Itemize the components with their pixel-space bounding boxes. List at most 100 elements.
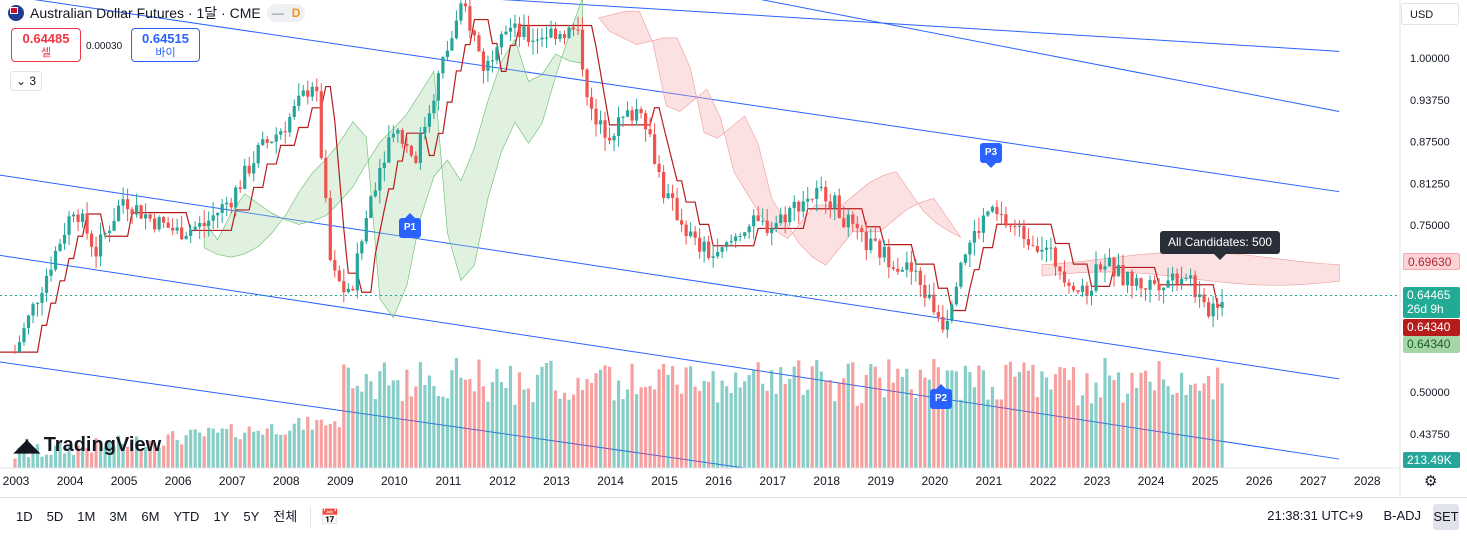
- candle-body: [855, 223, 859, 229]
- volume-bar: [67, 446, 71, 468]
- candle-body: [1220, 302, 1224, 308]
- x-tick-label: 2023: [1084, 474, 1111, 488]
- candle-body: [725, 242, 729, 248]
- pivot-p1-label[interactable]: P1: [399, 213, 421, 238]
- candle-body: [283, 131, 287, 133]
- volume-bar: [851, 362, 855, 468]
- indicators-toggle[interactable]: ⌄ 3: [10, 71, 42, 91]
- delayed-badge: D: [291, 6, 301, 20]
- candle-body: [58, 243, 62, 251]
- volume-bar: [963, 365, 967, 468]
- volume-bar: [797, 360, 801, 468]
- candle-body: [801, 201, 805, 212]
- candle-body: [734, 236, 738, 241]
- volume-bar: [450, 370, 454, 468]
- candle-body: [274, 134, 278, 142]
- volume-bar: [698, 390, 702, 468]
- candle-body: [810, 198, 814, 200]
- calendar-goto-icon[interactable]: 📅: [320, 509, 340, 526]
- currency-label: USD: [1410, 9, 1434, 21]
- volume-bar: [589, 382, 594, 468]
- volume-bar: [107, 440, 112, 468]
- candle-body: [553, 28, 558, 39]
- candle-body: [1017, 225, 1022, 227]
- candle-body: [842, 218, 846, 228]
- candle-body: [130, 209, 134, 215]
- volume-bar: [936, 367, 940, 468]
- volume-bar: [648, 385, 652, 468]
- range-1m[interactable]: 1M: [77, 509, 96, 524]
- volume-bar: [526, 388, 531, 468]
- range-3m[interactable]: 3M: [109, 509, 128, 524]
- volume-bar: [292, 423, 296, 468]
- volume-bar: [436, 396, 440, 468]
- volume-bar: [864, 374, 868, 468]
- candle-body: [648, 129, 652, 135]
- b-adj-toggle[interactable]: B-ADJ: [1383, 508, 1421, 523]
- candle-body: [189, 229, 193, 236]
- volume-bar: [819, 371, 823, 468]
- volume-bar: [121, 443, 125, 468]
- pivot-p3-label[interactable]: P3: [980, 143, 1002, 168]
- volume-bar: [477, 359, 481, 468]
- volume-bar: [58, 442, 62, 468]
- buy-button[interactable]: 0.64515 바이: [131, 28, 200, 62]
- pivot-p2-label[interactable]: P2: [930, 384, 952, 409]
- candle-body: [671, 193, 675, 198]
- candle-body: [567, 27, 571, 38]
- volume-bar: [801, 394, 805, 468]
- tradingview-logo[interactable]: ◢◣ TradingView: [14, 434, 161, 457]
- volume-bar: [1143, 370, 1148, 468]
- candle-body: [35, 302, 40, 305]
- range-5d[interactable]: 5D: [46, 509, 64, 524]
- volume-bar: [351, 388, 355, 468]
- volume-bar: [225, 429, 229, 468]
- candle-body: [909, 262, 913, 272]
- range-1y[interactable]: 1Y: [213, 509, 230, 524]
- volume-bar: [166, 434, 170, 468]
- volume-bar: [571, 394, 576, 468]
- candle-body: [1067, 282, 1071, 286]
- volume-bar: [1188, 384, 1193, 468]
- set-toggle[interactable]: SET: [1433, 504, 1459, 530]
- volume-bar: [1004, 364, 1008, 468]
- kumo-price-badge: 0.69630: [1403, 253, 1460, 270]
- volume-bar: [139, 449, 143, 468]
- data-status-pill[interactable]: — D: [266, 4, 306, 22]
- candle-body: [603, 120, 607, 138]
- volume-bar: [788, 378, 792, 468]
- volume-bar: [945, 370, 949, 468]
- range-all[interactable]: 전체: [273, 509, 298, 524]
- range-6m[interactable]: 6M: [141, 509, 160, 524]
- volume-bar: [499, 382, 504, 468]
- volume-bar: [112, 446, 116, 468]
- sell-button[interactable]: 0.64485 셀: [11, 28, 81, 62]
- utc-clock[interactable]: 21:38:31 UTC+9: [1267, 508, 1363, 523]
- candle-body: [571, 27, 576, 30]
- volume-bar: [369, 381, 373, 468]
- range-5y[interactable]: 5Y: [243, 509, 260, 524]
- candle-body: [373, 190, 377, 197]
- volume-bar: [1017, 371, 1022, 468]
- symbol-title[interactable]: Australian Dollar Futures · 1달 · CME: [30, 5, 261, 21]
- volume-bar: [522, 389, 526, 468]
- volume-bar: [702, 380, 706, 468]
- candle-body: [797, 201, 801, 212]
- candle-body: [680, 220, 684, 225]
- volume-bar: [950, 370, 954, 468]
- range-1d[interactable]: 1D: [16, 509, 33, 524]
- currency-select[interactable]: USD: [1401, 3, 1459, 25]
- candle-body: [549, 28, 553, 38]
- candle-body: [463, 3, 468, 7]
- candle-body: [1143, 288, 1148, 290]
- settings-gear-icon[interactable]: ⚙: [1424, 473, 1438, 490]
- volume-bar: [1013, 376, 1017, 468]
- range-ytd[interactable]: YTD: [173, 509, 200, 524]
- y-tick-label: 1.00000: [1410, 53, 1450, 65]
- candle-body: [459, 3, 463, 21]
- candle-body: [355, 253, 359, 291]
- candle-body: [531, 40, 535, 43]
- candle-body: [184, 235, 188, 240]
- toolbar-divider: [310, 507, 312, 527]
